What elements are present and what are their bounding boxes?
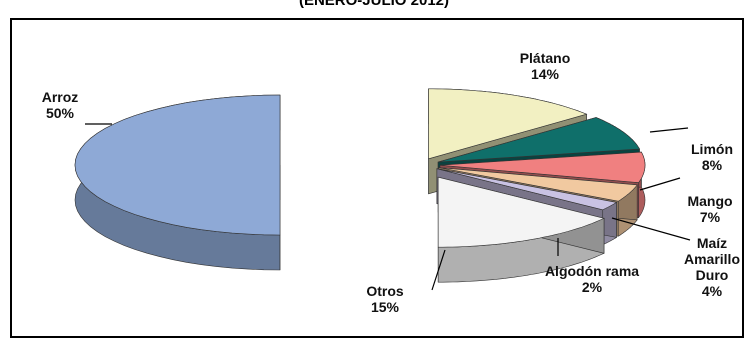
slice-label: Mango 7% xyxy=(687,193,732,225)
chart-title: (ENERO-JULIO 2012) xyxy=(298,0,450,9)
slice-label: Plátano 14% xyxy=(520,50,571,82)
slice-label: Maíz Amarillo Duro 4% xyxy=(684,235,740,299)
leader-line xyxy=(639,177,681,191)
slice-label: Limón 8% xyxy=(691,141,733,173)
slice-label: Algodón rama 2% xyxy=(545,263,639,295)
leader-line xyxy=(431,249,446,291)
pie-slice xyxy=(437,176,605,283)
leader-line xyxy=(611,217,691,241)
leader-line xyxy=(649,127,689,133)
slice-label: Otros 15% xyxy=(366,283,404,315)
slice-label: Arroz 50% xyxy=(42,89,79,121)
pie-slice xyxy=(74,94,281,271)
